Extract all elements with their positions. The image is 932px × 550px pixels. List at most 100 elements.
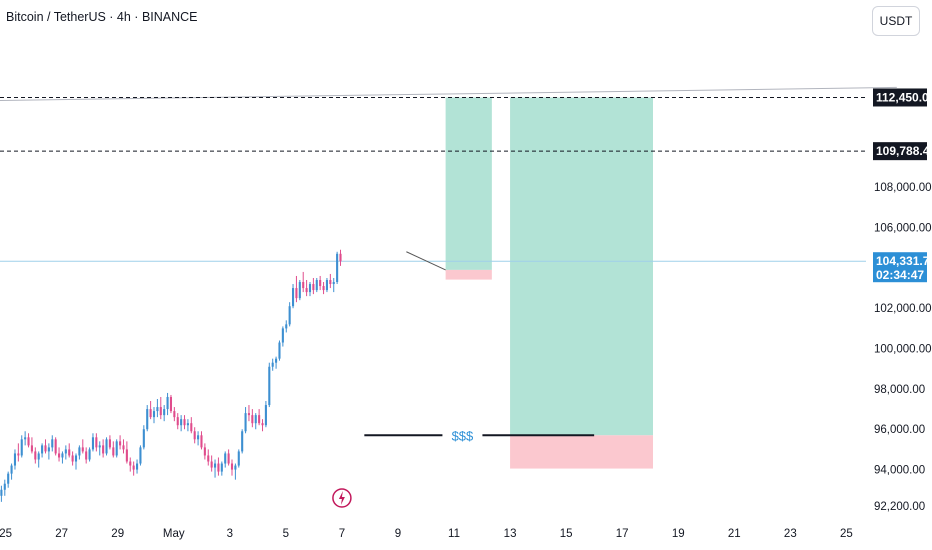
candle[interactable] [81,439,84,454]
candle[interactable] [176,413,179,430]
candle[interactable] [139,445,142,466]
candle[interactable] [200,431,203,450]
currency-button[interactable]: USDT [872,6,920,36]
candle[interactable] [295,275,298,303]
candle[interactable] [285,320,288,333]
candle[interactable] [302,271,305,293]
candle[interactable] [108,435,111,450]
candle[interactable] [71,451,74,466]
candle[interactable] [319,275,322,291]
trend-line[interactable] [0,86,897,102]
candle[interactable] [115,439,118,458]
candle[interactable] [291,284,295,309]
candle[interactable] [173,407,176,422]
candle[interactable] [217,457,220,476]
candle[interactable] [163,405,166,422]
candle[interactable] [64,445,67,460]
candle[interactable] [278,340,281,361]
candle[interactable] [20,435,23,458]
candle[interactable] [298,280,301,301]
candle[interactable] [336,251,339,285]
candle[interactable] [30,437,33,454]
candle[interactable] [132,461,135,476]
candle[interactable] [54,437,57,456]
candle[interactable] [61,451,64,464]
candle[interactable] [190,417,193,434]
candle[interactable] [261,419,264,432]
candle[interactable] [237,449,240,468]
candle[interactable] [24,431,27,446]
candle[interactable] [197,431,200,446]
candle[interactable] [305,280,308,297]
candle[interactable] [17,443,20,462]
candle[interactable] [129,457,132,472]
price-level-tag[interactable]: 109,788.41 [873,142,932,161]
candle[interactable] [207,449,210,466]
candle[interactable] [98,441,101,456]
candle[interactable] [149,401,152,420]
candle[interactable] [105,437,108,456]
candle[interactable] [210,455,213,472]
candle[interactable] [339,249,342,266]
candle[interactable] [308,282,312,297]
candle[interactable] [135,459,139,474]
candle[interactable] [95,433,98,452]
profit-zone[interactable] [445,97,492,270]
candle[interactable] [325,277,329,293]
candle[interactable] [183,415,186,430]
candle[interactable] [203,443,206,460]
candle[interactable] [332,277,335,293]
projection-line[interactable] [406,251,446,271]
candle[interactable] [91,433,95,452]
candle[interactable] [186,419,189,432]
candle[interactable] [315,277,318,293]
candle[interactable] [34,447,37,464]
candle[interactable] [119,435,122,450]
candle[interactable] [241,429,244,454]
candle[interactable] [329,273,332,289]
candle[interactable] [57,447,61,462]
candle[interactable] [230,459,234,476]
candle[interactable] [268,362,271,408]
loss-zone[interactable] [445,269,492,280]
candle[interactable] [122,439,125,454]
candle[interactable] [258,409,261,426]
candle[interactable] [37,451,40,468]
candle[interactable] [322,282,325,295]
candle[interactable] [78,445,81,460]
candle[interactable] [234,463,237,480]
candle[interactable] [275,356,278,369]
candle[interactable] [213,459,217,478]
candle[interactable] [0,485,3,502]
candle[interactable] [166,392,169,416]
candle[interactable] [27,433,30,448]
profit-zone[interactable] [510,97,654,436]
candle[interactable] [264,401,267,428]
candle[interactable] [152,407,156,424]
candle[interactable] [156,398,159,418]
candle[interactable] [102,439,105,458]
candle[interactable] [312,277,315,295]
candle[interactable] [247,405,251,422]
lightning-bolt-icon[interactable] [332,488,352,508]
candle[interactable] [193,427,196,444]
candle[interactable] [142,425,145,450]
candle[interactable] [7,471,10,488]
candle[interactable] [125,441,128,464]
candle[interactable] [224,451,227,468]
candle[interactable] [68,443,71,458]
loss-zone[interactable] [510,435,654,469]
candle[interactable] [251,409,254,428]
candle[interactable] [74,453,78,470]
candle[interactable] [288,302,291,327]
candle[interactable] [112,441,115,458]
candle[interactable] [51,435,54,452]
candle[interactable] [146,405,149,432]
candle[interactable] [85,447,88,464]
candle[interactable] [281,326,284,347]
candle[interactable] [169,394,173,414]
candle[interactable] [88,447,91,462]
candle[interactable] [41,443,44,458]
candle[interactable] [44,439,47,454]
